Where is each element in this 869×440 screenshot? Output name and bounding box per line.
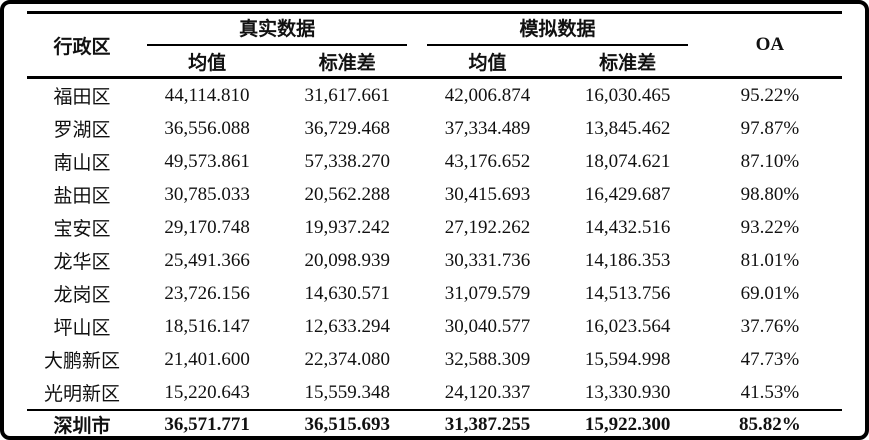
cell-sim-mean: 24,120.337 xyxy=(444,381,531,403)
header-sim-std: 标准差 xyxy=(599,52,657,74)
cell-oa: 87.10% xyxy=(740,150,800,172)
cell-real-std: 19,937.242 xyxy=(304,216,391,238)
cell-real-mean: 36,556.088 xyxy=(164,117,250,139)
cell-real-std: 14,630.571 xyxy=(304,282,391,304)
table-row: 盐田区 30,785.033 20,562.288 30,415.693 16,… xyxy=(27,178,842,211)
cell-real-mean: 25,491.366 xyxy=(164,249,250,271)
header-district: 行政区 xyxy=(53,36,111,58)
cell-sim-mean: 30,331.736 xyxy=(444,249,531,271)
cell-sim-std: 16,023.564 xyxy=(584,315,671,337)
cell-real-std: 20,562.288 xyxy=(304,183,391,205)
cell-sim-std: 14,432.516 xyxy=(584,216,671,238)
header-real-std: 标准差 xyxy=(318,52,376,74)
table-row: 坪山区 18,516.147 12,633.294 30,040.577 16,… xyxy=(27,310,842,343)
header-oa: OA xyxy=(755,34,785,55)
header-row-sub: 均值 标准差 均值 标准差 xyxy=(27,46,842,78)
table-footer: 深圳市 36,571.771 36,515.693 31,387.255 15,… xyxy=(27,410,842,437)
cell-district: 盐田区 xyxy=(53,186,111,207)
cell-oa: 47.73% xyxy=(740,348,800,370)
cell-real-mean: 49,573.861 xyxy=(164,150,250,172)
header-group-real-data: 真实数据 xyxy=(137,13,417,46)
cell-district: 宝安区 xyxy=(53,219,111,240)
cell-sim-mean: 37,334.489 xyxy=(444,117,531,139)
table-row: 大鹏新区 21,401.600 22,374.080 32,588.309 15… xyxy=(27,343,842,376)
cell-oa: 37.76% xyxy=(740,315,800,337)
cell-sim-std-total: 15,922.300 xyxy=(584,413,671,435)
cell-oa: 69.01% xyxy=(740,282,800,304)
cell-real-std: 20,098.939 xyxy=(304,249,391,271)
cell-real-mean-total: 36,571.771 xyxy=(164,413,250,435)
table-row: 罗湖区 36,556.088 36,729.468 37,334.489 13,… xyxy=(27,112,842,145)
table-header: 行政区 真实数据 模拟数据 OA 均值 标准差 均值 标准差 xyxy=(27,12,842,78)
cell-real-std: 22,374.080 xyxy=(304,348,391,370)
cell-sim-mean-total: 31,387.255 xyxy=(444,413,531,435)
cell-district: 龙华区 xyxy=(53,252,111,273)
table-row: 龙华区 25,491.366 20,098.939 30,331.736 14,… xyxy=(27,244,842,277)
cell-district: 南山区 xyxy=(53,153,111,174)
cell-oa: 98.80% xyxy=(740,183,800,205)
cell-real-std: 12,633.294 xyxy=(304,315,391,337)
cell-oa: 95.22% xyxy=(740,84,800,106)
cell-real-mean: 44,114.810 xyxy=(164,84,250,106)
cell-real-mean: 30,785.033 xyxy=(164,183,250,205)
cell-real-std: 36,729.468 xyxy=(304,117,391,139)
cell-sim-mean: 42,006.874 xyxy=(444,84,531,106)
table-row: 龙岗区 23,726.156 14,630.571 31,079.579 14,… xyxy=(27,277,842,310)
cell-district: 福田区 xyxy=(53,87,111,108)
cell-sim-mean: 32,588.309 xyxy=(444,348,531,370)
table-body: 福田区 44,114.810 31,617.661 42,006.874 16,… xyxy=(27,78,842,411)
cell-district: 坪山区 xyxy=(53,318,111,339)
cell-district: 龙岗区 xyxy=(53,285,111,306)
header-group-real-label: 真实数据 xyxy=(147,14,408,46)
cell-sim-std: 15,594.998 xyxy=(584,348,671,370)
cell-real-std-total: 36,515.693 xyxy=(304,413,391,435)
header-real-mean: 均值 xyxy=(188,52,227,74)
cell-district: 光明新区 xyxy=(44,384,121,405)
cell-sim-std: 14,186.353 xyxy=(584,249,671,271)
cell-sim-std: 16,030.465 xyxy=(584,84,671,106)
total-row: 深圳市 36,571.771 36,515.693 31,387.255 15,… xyxy=(27,410,842,437)
cell-real-mean: 18,516.147 xyxy=(164,315,250,337)
cell-real-mean: 29,170.748 xyxy=(164,216,250,238)
cell-district-total: 深圳市 xyxy=(53,416,111,437)
table-row: 光明新区 15,220.643 15,559.348 24,120.337 13… xyxy=(27,376,842,410)
cell-sim-mean: 43,176.652 xyxy=(444,150,531,172)
cell-real-std: 15,559.348 xyxy=(304,381,391,403)
header-group-sim-label: 模拟数据 xyxy=(427,14,688,46)
cell-oa: 97.87% xyxy=(740,117,800,139)
cell-real-mean: 15,220.643 xyxy=(164,381,250,403)
cell-sim-mean: 30,415.693 xyxy=(444,183,531,205)
cell-sim-std: 13,330.930 xyxy=(584,381,671,403)
header-row-groups: 行政区 真实数据 模拟数据 OA xyxy=(27,12,842,58)
cell-oa-total: 85.82% xyxy=(738,413,801,435)
cell-district: 罗湖区 xyxy=(53,120,111,141)
header-sim-mean: 均值 xyxy=(468,52,507,74)
cell-sim-mean: 30,040.577 xyxy=(444,315,531,337)
table-row: 宝安区 29,170.748 19,937.242 27,192.262 14,… xyxy=(27,211,842,244)
table-row: 南山区 49,573.861 57,338.270 43,176.652 18,… xyxy=(27,145,842,178)
cell-oa: 93.22% xyxy=(740,216,800,238)
table-row: 福田区 44,114.810 31,617.661 42,006.874 16,… xyxy=(27,78,842,113)
cell-district: 大鹏新区 xyxy=(44,351,121,372)
header-group-simulated-data: 模拟数据 xyxy=(417,13,697,46)
cell-sim-std: 14,513.756 xyxy=(584,282,671,304)
cell-sim-mean: 31,079.579 xyxy=(444,282,531,304)
cell-real-mean: 21,401.600 xyxy=(164,348,250,370)
cell-real-std: 57,338.270 xyxy=(304,150,391,172)
cell-sim-std: 13,845.462 xyxy=(584,117,671,139)
cell-real-mean: 23,726.156 xyxy=(164,282,250,304)
cell-oa: 81.01% xyxy=(740,249,800,271)
cell-sim-std: 16,429.687 xyxy=(584,183,671,205)
cell-sim-mean: 27,192.262 xyxy=(444,216,531,238)
cell-real-std: 31,617.661 xyxy=(304,84,391,106)
cell-sim-std: 18,074.621 xyxy=(584,150,671,172)
cell-oa: 41.53% xyxy=(740,381,800,403)
district-statistics-table: 行政区 真实数据 模拟数据 OA 均值 标准差 均值 标准差 福田区 44,11… xyxy=(27,11,842,437)
